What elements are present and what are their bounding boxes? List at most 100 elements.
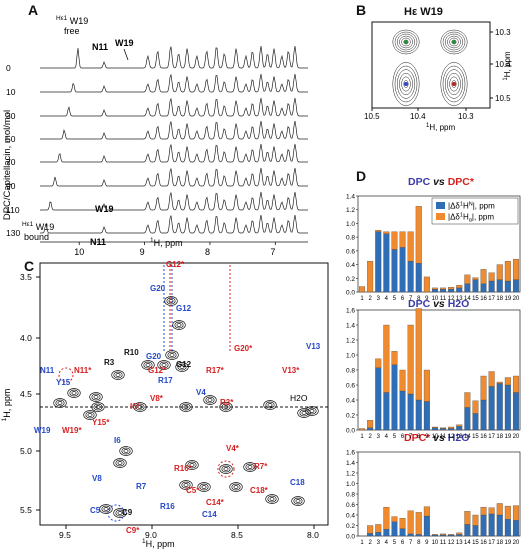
x-tick-label: 13: [456, 540, 463, 546]
cross-peak: [183, 405, 189, 409]
y-tick-label: 1.4: [346, 194, 355, 201]
panel-b-title: Hε W19: [404, 6, 443, 18]
bar-ha: [448, 534, 455, 536]
bar-hn: [456, 426, 463, 431]
cross-peak: [265, 494, 279, 504]
bar-hn: [512, 392, 519, 431]
bar-ha: [464, 392, 471, 408]
bar-ha: [448, 426, 455, 429]
contour-ring: [392, 62, 420, 106]
cross-peak: [115, 373, 121, 377]
y-tick-label: 10.3: [495, 28, 511, 37]
cross-peak: [179, 480, 193, 490]
y-tick-label: 0.0: [346, 534, 355, 541]
ann-n11-top: N11: [92, 42, 108, 52]
y-tick-label: 0.6: [346, 383, 355, 390]
bar-ha: [399, 517, 406, 529]
cross-peak: [293, 497, 303, 505]
chart-frame: [357, 309, 521, 431]
d2-title: DPC vs H2O: [408, 298, 469, 310]
x-tick-label: 18: [496, 540, 503, 546]
x-tick-label: 14: [464, 434, 471, 440]
bar-ha: [367, 525, 374, 534]
peak-label: N11*: [74, 366, 92, 375]
y-tick-label: 0.4: [346, 398, 355, 405]
peak-label: C18*: [250, 486, 269, 495]
cross-peak: [135, 403, 145, 411]
y-tick-label: 0.6: [346, 502, 355, 509]
contour-ring: [444, 33, 464, 51]
cross-peak: [189, 463, 195, 467]
bar-hn: [472, 413, 479, 431]
y-tick-label: 0.6: [346, 248, 355, 255]
spectrum-trace: [40, 214, 308, 234]
bar-ha: [464, 511, 471, 525]
panel-b-contour: 10.5 10.4 10.3 10.3 10.4 10.5 1H, ppm 1H, ppm: [364, 21, 512, 132]
cross-peak: [85, 411, 95, 419]
cross-peak: [183, 483, 189, 487]
contour-ring: [451, 80, 457, 88]
ratio-label: 30: [6, 111, 16, 121]
x-tick-label: 19: [505, 540, 512, 546]
cross-peak: [181, 403, 191, 411]
y-tick-label: 0.8: [346, 368, 355, 375]
bar-ha: [512, 375, 519, 393]
x-tick-label: 7: [409, 540, 413, 546]
bar-hn: [456, 287, 463, 293]
x-tick-label: 9: [425, 540, 429, 546]
bar-hn: [431, 289, 438, 293]
x-tick-label: 13: [456, 434, 463, 440]
peak-label: G12*: [148, 366, 167, 375]
bar-ha: [391, 516, 398, 522]
bar-hn: [488, 513, 495, 537]
y-tick-label: 1.6: [346, 308, 355, 315]
x-tick-label: 9: [140, 247, 145, 257]
bar-hn: [480, 399, 487, 431]
x-tick-label: 10.5: [364, 112, 380, 121]
cross-peak: [297, 408, 311, 418]
bar-hn: [367, 533, 374, 537]
x-tick-label: 9.0: [145, 530, 157, 540]
contour-ring: [403, 80, 409, 88]
d2-title-vs: vs: [430, 298, 448, 310]
bar-hn: [440, 534, 447, 537]
legend-swatch-ha: [436, 213, 445, 220]
x-tick-label: 19: [505, 296, 512, 302]
ratio-label: 110: [6, 205, 20, 215]
cross-peak: [115, 459, 125, 467]
d1-title-vs: vs: [430, 176, 448, 188]
peak-center: [452, 40, 456, 44]
x-tick-label: 6: [401, 434, 405, 440]
bar-ha: [488, 507, 495, 515]
ann-bound-label: bound: [24, 232, 49, 242]
bar-ha: [383, 324, 390, 393]
peak-label: C14: [202, 510, 217, 519]
bar-ha: [464, 274, 471, 284]
panel-a-spectra: DPC/Capitellacin, mol/mol Hε1 W19 free N…: [2, 15, 308, 257]
cross-peak: [175, 362, 189, 372]
x-tick-label: 16: [480, 296, 487, 302]
x-tick-label: 16: [480, 540, 487, 546]
cross-peak: [69, 389, 79, 397]
bar-hn: [431, 534, 438, 537]
x-tick-label: 11: [440, 540, 447, 546]
y-tick-label: 1.4: [346, 323, 355, 330]
cross-peak: [219, 402, 233, 412]
bar-hn: [496, 279, 503, 293]
bar-hn: [375, 367, 382, 431]
cross-peak: [207, 398, 213, 402]
peak-label: W19: [34, 426, 51, 435]
y-tick-label: 1.0: [346, 481, 355, 488]
cross-peak: [267, 403, 273, 407]
ann-free-w19: Hε1 W19: [56, 15, 88, 26]
cross-peak: [157, 360, 171, 370]
x-tick-label: 15: [472, 296, 479, 302]
cross-peak: [201, 485, 207, 489]
x-tick-label: 7: [409, 296, 413, 302]
contour-ring: [442, 65, 466, 103]
contour-ring: [440, 62, 468, 106]
bar-ha: [512, 258, 519, 280]
cross-peak: [265, 401, 275, 409]
cross-peak: [111, 370, 125, 380]
contour-ring: [399, 72, 413, 96]
